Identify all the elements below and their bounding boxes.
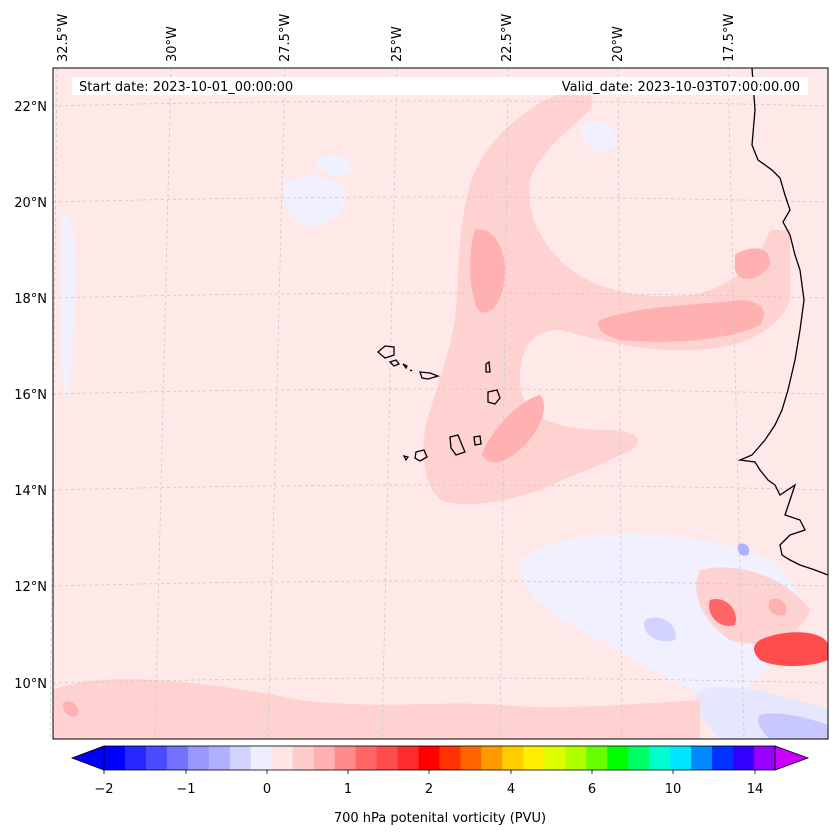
pv-band-core	[482, 395, 545, 463]
low-pv-patch	[737, 543, 750, 556]
colorbar-swatch	[670, 746, 692, 770]
colorbar-swatch	[754, 746, 776, 770]
map-panel	[49, 67, 829, 740]
colorbar-swatch	[313, 746, 336, 770]
colorbar-extend-low	[70, 745, 105, 771]
colorbar-swatch	[271, 746, 294, 770]
colorbar-swatch	[586, 746, 608, 770]
colorbar-swatch	[124, 746, 147, 770]
latitude-tick-label: 10°N	[14, 677, 47, 692]
colorbar-swatch	[104, 746, 126, 770]
pv-band	[423, 91, 790, 505]
colorbar-swatch	[607, 746, 629, 770]
low-pv-patch	[315, 154, 352, 176]
colorbar-extend-high	[774, 745, 810, 771]
pv-band-core	[768, 598, 787, 616]
longitude-tick-label: 32.5°W	[56, 14, 71, 62]
colorbar-swatch	[733, 746, 755, 770]
low-pv-patch	[60, 213, 76, 400]
pv-band-core	[62, 701, 79, 717]
latitude-tick-label: 22°N	[14, 100, 47, 115]
colorbar-swatch	[292, 746, 315, 770]
latitude-tick-label: 16°N	[14, 388, 47, 403]
colorbar-label: 700 hPa potenital vorticity (PVU)	[334, 811, 546, 826]
pv-band	[53, 679, 700, 739]
colorbar-tick-label: 0	[263, 782, 271, 797]
colorbar-swatch	[334, 746, 357, 770]
colorbar-tick-label: 4	[507, 782, 515, 797]
latitude-tick-label: 20°N	[14, 196, 47, 211]
latitude-tick-label: 14°N	[14, 484, 47, 499]
low-pv-patch	[644, 617, 676, 642]
latitude-tick-label: 18°N	[14, 292, 47, 307]
colorbar-swatch	[397, 746, 420, 770]
colorbar-tick-label: −1	[176, 782, 195, 797]
longitude-tick-label: 22.5°W	[500, 14, 515, 62]
colorbar-frame	[103, 745, 776, 771]
colorbar-swatch	[712, 746, 734, 770]
colorbar-swatch	[229, 746, 252, 770]
colorbar-tick-label: 1	[344, 782, 352, 797]
colorbar-swatch	[502, 746, 524, 770]
colorbar-swatch	[418, 746, 440, 770]
gridlines	[49, 67, 829, 740]
longitude-tick-label: 27.5°W	[278, 14, 293, 62]
low-pv-patch	[580, 121, 616, 153]
colorbar-tick-label: −2	[94, 782, 113, 797]
colorbar-swatch	[544, 746, 566, 770]
map-frame	[52, 67, 829, 740]
colorbar-swatch	[481, 746, 503, 770]
pv-maximum	[754, 632, 828, 666]
pv-maximum	[709, 599, 736, 626]
colorbar-swatch	[628, 746, 650, 770]
low-pv-patch	[758, 713, 828, 739]
latitude-tick-label: 12°N	[14, 580, 47, 595]
colorbar-swatch	[208, 746, 231, 770]
start-date-label: Start date: 2023-10-01_00:00:00	[79, 80, 293, 95]
colorbar-swatch	[250, 746, 273, 770]
pv-band-core	[598, 300, 764, 342]
latitude-labels: 22°N 20°N 18°N 16°N 14°N 12°N 10°N	[14, 100, 47, 692]
colorbar-tick-label: 2	[425, 782, 433, 797]
colorbar-swatch	[523, 746, 545, 770]
africa-coastline	[737, 67, 829, 576]
longitude-tick-label: 25°W	[390, 26, 405, 62]
pv-band-core	[735, 248, 771, 280]
colorbar-swatch	[376, 746, 399, 770]
colorbar-tick-label: 6	[588, 782, 596, 797]
colorbar-swatch	[691, 746, 713, 770]
date-info-box	[72, 77, 808, 95]
colorbar-swatch	[565, 746, 587, 770]
colorbar-swatch	[145, 746, 168, 770]
colorbar-swatch	[187, 746, 210, 770]
pv-band-core	[470, 229, 505, 313]
cape-verde-islands	[377, 345, 501, 462]
longitude-tick-label: 20°W	[611, 26, 626, 62]
colorbar-swatch	[355, 746, 378, 770]
longitude-tick-label: 30°W	[165, 26, 180, 62]
longitude-tick-label: 17.5°W	[722, 14, 737, 62]
colorbar-tick-label: 14	[747, 782, 764, 797]
colorbar-swatch	[166, 746, 189, 770]
longitude-labels: 32.5°W 30°W 27.5°W 25°W 22.5°W 20°W 17.5°W	[56, 14, 737, 62]
colorbar-tick-label: 10	[665, 782, 682, 797]
low-pv-patch	[283, 175, 346, 226]
valid-date-label: Valid_date: 2023-10-03T07:00:00.00	[562, 80, 800, 95]
colorbar-swatch	[649, 746, 671, 770]
colorbar-swatch	[439, 746, 461, 770]
colorbar-swatch	[460, 746, 482, 770]
colorbar: −2 −1 0 1 2 4 6 10 14	[70, 745, 810, 797]
